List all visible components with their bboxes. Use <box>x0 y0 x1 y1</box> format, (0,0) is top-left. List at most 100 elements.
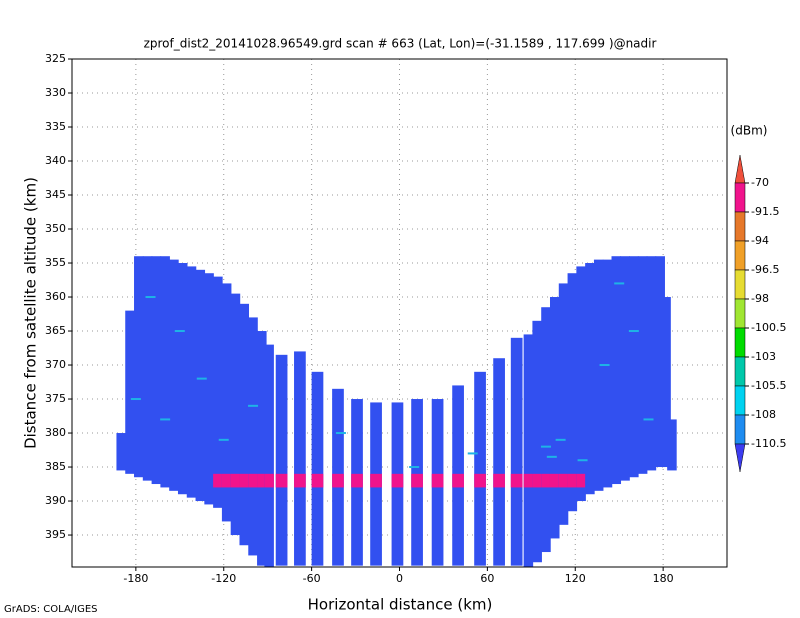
surface-echo <box>351 473 363 488</box>
surface-echo <box>549 473 560 488</box>
echo-streak <box>409 466 420 469</box>
colorbar-label: -105.5 <box>751 379 786 392</box>
colorbar-segment <box>734 414 746 445</box>
beam <box>248 317 258 556</box>
surface-echo <box>493 473 505 488</box>
beam <box>532 320 542 563</box>
x-tick-label: 120 <box>565 572 586 585</box>
beam <box>177 263 188 495</box>
surface-echo <box>411 473 423 488</box>
colorbar-cap <box>734 443 746 473</box>
surface-echo <box>275 473 288 488</box>
surface-echo <box>541 473 551 488</box>
plot-frame <box>71 58 728 568</box>
echo-streak <box>467 452 478 455</box>
credit: GrADS: COLA/IGES <box>4 604 98 615</box>
colorbar-segment <box>734 298 746 329</box>
beam <box>213 276 223 508</box>
colorbar-label: -91.5 <box>751 205 779 218</box>
beam <box>620 256 630 481</box>
y-tick-label: 380 <box>45 426 66 439</box>
echo-streak <box>160 418 171 421</box>
x-tick-label: 180 <box>653 572 674 585</box>
beam <box>311 371 324 566</box>
y-axis-label: Distance from satellite altitude (km) <box>22 177 40 449</box>
surface-echo <box>213 473 223 488</box>
beam <box>667 419 677 471</box>
beam <box>264 344 274 567</box>
echo-streak <box>174 330 185 333</box>
surface-echo <box>221 473 232 488</box>
colorbar-label: -70 <box>751 176 769 189</box>
surface-echo <box>264 473 274 488</box>
surface-echo <box>452 473 464 488</box>
colorbar-segment <box>734 240 746 271</box>
beam <box>125 310 135 474</box>
surface-echo <box>431 473 444 488</box>
x-tick-label: -60 <box>303 572 321 585</box>
colorbar-segment <box>734 269 746 300</box>
echo-streak <box>196 377 207 380</box>
beam <box>661 297 671 468</box>
y-tick-label: 335 <box>45 120 66 133</box>
y-tick-label: 370 <box>45 358 66 371</box>
surface-echo <box>576 473 586 488</box>
echo-streak <box>555 438 566 441</box>
colorbar-label: -103 <box>751 350 776 363</box>
x-tick-label: -180 <box>123 572 148 585</box>
beam <box>221 283 232 522</box>
echo-streak <box>248 404 259 407</box>
y-tick-label: 375 <box>45 392 66 405</box>
beam <box>275 354 288 566</box>
beam <box>195 269 206 502</box>
y-tick-label: 350 <box>45 222 66 235</box>
beam <box>655 256 665 468</box>
beam <box>474 371 486 566</box>
beam <box>576 266 586 502</box>
colorbar-label: -94 <box>751 234 769 247</box>
echo-streak <box>540 445 551 448</box>
beam <box>585 263 595 495</box>
surface-echo <box>239 473 250 488</box>
echo-streak <box>628 330 639 333</box>
colorbar-segment <box>734 356 746 387</box>
colorbar-label: -98 <box>751 292 769 305</box>
beam <box>646 256 657 471</box>
echo-streak <box>577 459 588 462</box>
beam <box>558 283 569 525</box>
colorbar-label: -108 <box>751 408 776 421</box>
y-tick-label: 345 <box>45 188 66 201</box>
echo-streak <box>599 364 610 367</box>
surface-echo <box>248 473 258 488</box>
colorbar-unit: (dBm) <box>731 124 768 138</box>
y-tick-label: 360 <box>45 290 66 303</box>
y-tick-label: 365 <box>45 324 66 337</box>
echo-streak <box>643 418 654 421</box>
colorbar-label: -110.5 <box>751 437 786 450</box>
surface-echo <box>257 473 267 488</box>
y-tick-label: 390 <box>45 494 66 507</box>
y-tick-label: 385 <box>45 460 66 473</box>
colorbar-label: -96.5 <box>751 263 779 276</box>
beam <box>294 351 306 566</box>
y-tick-label: 330 <box>45 86 66 99</box>
colorbar-cap <box>734 154 746 184</box>
echo-streak <box>130 398 141 401</box>
beam <box>602 259 613 488</box>
x-tick-label: -120 <box>211 572 236 585</box>
beam <box>523 334 534 567</box>
surface-echo <box>391 473 404 488</box>
echo-streak <box>218 438 229 441</box>
echo-streak <box>335 432 346 435</box>
beam <box>204 273 214 505</box>
colorbar-segment <box>734 182 746 213</box>
y-tick-label: 355 <box>45 256 66 269</box>
surface-echo <box>332 473 344 488</box>
x-tick-label: 0 <box>396 572 403 585</box>
beam <box>567 273 578 512</box>
surface-echo <box>532 473 542 488</box>
beam <box>593 259 604 491</box>
beam <box>493 358 505 566</box>
beam <box>151 256 162 485</box>
